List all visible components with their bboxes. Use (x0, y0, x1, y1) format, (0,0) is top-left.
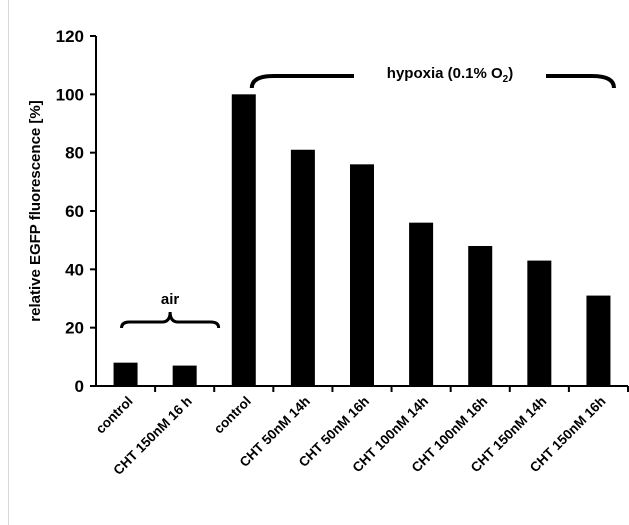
y-tick-label: 60 (65, 202, 84, 221)
y-tick-label: 0 (75, 377, 84, 396)
frame-edge-line (8, 0, 9, 525)
air-annotation: air (161, 291, 180, 308)
air-brace (120, 311, 221, 329)
category-label: control (211, 394, 254, 437)
x-ticks (154, 386, 629, 392)
y-tick-label: 80 (65, 144, 84, 163)
bar (350, 164, 374, 386)
bar (468, 246, 493, 386)
y-tick-label: 40 (65, 260, 84, 279)
y-ticks: 0 20 40 60 80 100 120 (56, 27, 96, 396)
y-tick-label: 100 (56, 85, 84, 104)
bar (527, 260, 552, 386)
bar (290, 149, 315, 386)
bar (113, 362, 138, 386)
category-label: control (93, 394, 136, 437)
bar (409, 222, 434, 386)
bar (586, 295, 611, 386)
hypoxia-annotation: hypoxia (0.1% O2) (387, 65, 513, 85)
hypoxia-brace (249, 74, 616, 89)
y-tick-label: 20 (65, 319, 84, 338)
y-axis-label: relative EGFP fluorescence [%] (27, 100, 44, 321)
bars (113, 94, 611, 386)
bar (231, 94, 256, 386)
bar (172, 365, 197, 386)
y-tick-label: 120 (56, 27, 84, 46)
